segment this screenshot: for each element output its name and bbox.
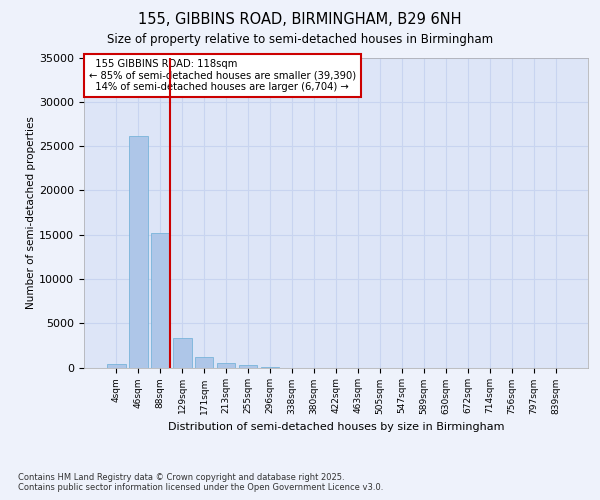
Bar [173, 338, 191, 368]
Bar [261, 366, 280, 368]
Text: Size of property relative to semi-detached houses in Birmingham: Size of property relative to semi-detach… [107, 32, 493, 46]
Y-axis label: Number of semi-detached properties: Number of semi-detached properties [26, 116, 37, 309]
Bar [107, 364, 125, 368]
Bar [129, 136, 148, 368]
Text: Contains HM Land Registry data © Crown copyright and database right 2025.
Contai: Contains HM Land Registry data © Crown c… [18, 473, 383, 492]
Text: 155 GIBBINS ROAD: 118sqm
← 85% of semi-detached houses are smaller (39,390)
  14: 155 GIBBINS ROAD: 118sqm ← 85% of semi-d… [89, 59, 356, 92]
Bar [239, 366, 257, 368]
Bar [217, 363, 235, 368]
Bar [151, 233, 170, 368]
Bar [195, 357, 214, 368]
Text: 155, GIBBINS ROAD, BIRMINGHAM, B29 6NH: 155, GIBBINS ROAD, BIRMINGHAM, B29 6NH [138, 12, 462, 28]
X-axis label: Distribution of semi-detached houses by size in Birmingham: Distribution of semi-detached houses by … [168, 422, 504, 432]
